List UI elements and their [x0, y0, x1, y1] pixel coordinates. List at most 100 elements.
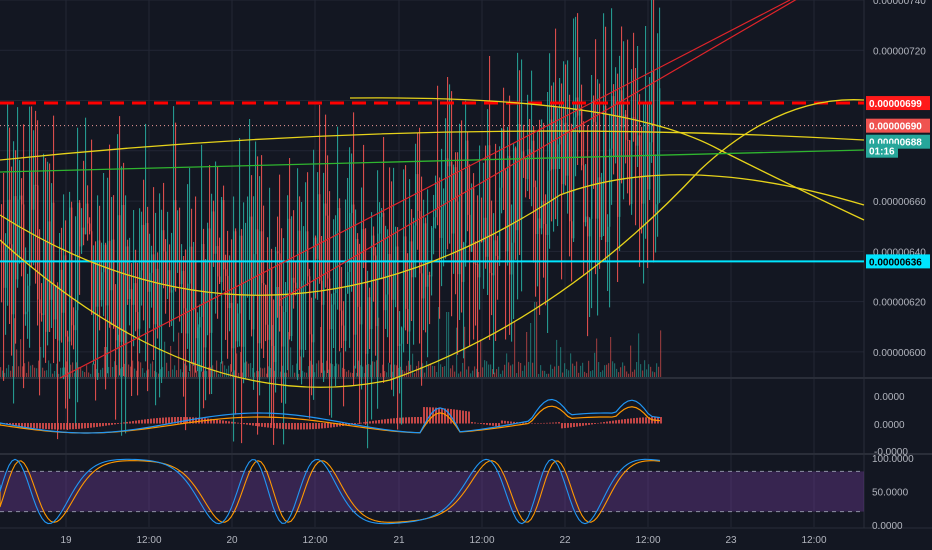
volume-bar	[184, 363, 186, 377]
volume-bar	[316, 363, 318, 377]
volume-bar	[566, 369, 568, 377]
volume-bar	[480, 339, 482, 377]
volume-bar	[560, 347, 562, 377]
macd-histogram-bar	[120, 422, 122, 424]
volume-bar	[466, 369, 468, 377]
candle	[167, 270, 169, 286]
volume-bar	[302, 370, 304, 377]
volume-bar	[402, 369, 404, 377]
candle	[477, 264, 479, 278]
volume-bar	[156, 372, 158, 377]
volume-bar	[340, 352, 342, 377]
macd-histogram-bar	[249, 423, 251, 426]
volume-bar	[600, 371, 602, 377]
price-axis-tick: 0.00000640	[873, 247, 926, 258]
candle	[187, 283, 189, 334]
price-axis-tick: 0.00000740	[873, 0, 926, 7]
volume-bar	[158, 373, 160, 377]
volume-bar	[578, 372, 580, 377]
volume-bar	[424, 372, 426, 377]
macd-histogram-bar	[24, 423, 26, 428]
candle	[103, 244, 105, 273]
candle	[391, 276, 393, 300]
macd-histogram-bar	[276, 423, 278, 429]
macd-histogram-bar	[444, 408, 446, 424]
macd-histogram-bar	[474, 422, 476, 424]
macd-histogram-bar	[510, 421, 512, 424]
macd-histogram-bar	[486, 423, 488, 425]
candle	[655, 204, 657, 213]
candle	[225, 269, 227, 276]
volume-bar	[644, 360, 646, 377]
candle	[159, 284, 161, 327]
volume-bar	[608, 363, 610, 377]
macd-histogram-bar	[144, 419, 146, 424]
volume-bar	[398, 367, 400, 377]
candle	[79, 202, 81, 247]
volume-bar	[250, 363, 252, 377]
volume-bar	[574, 365, 576, 377]
time-axis-tick: 21	[393, 535, 405, 546]
macd-histogram-bar	[420, 417, 422, 424]
candle	[5, 243, 7, 288]
candle	[253, 254, 255, 330]
volume-bar	[490, 364, 492, 377]
macd-histogram-bar	[96, 423, 98, 427]
volume-bar	[200, 366, 202, 377]
candle	[91, 231, 93, 315]
volume-bar	[254, 372, 256, 377]
candle	[323, 203, 325, 305]
macd-histogram-bar	[567, 423, 569, 428]
volume-bar	[62, 367, 64, 377]
candle	[585, 216, 587, 223]
macd-histogram-bar	[12, 423, 14, 426]
volume-bar	[552, 368, 554, 377]
volume-bar	[580, 365, 582, 377]
macd-histogram-bar	[576, 423, 578, 427]
macd-histogram-bar	[630, 418, 632, 424]
volume-bar	[46, 370, 48, 377]
volume-bar	[202, 371, 204, 377]
candle	[199, 316, 201, 328]
macd-histogram-bar	[237, 422, 239, 424]
volume-bar	[266, 373, 268, 377]
volume-bar	[2, 370, 4, 377]
candle	[599, 177, 601, 238]
volume-bar	[104, 347, 106, 377]
price-tag	[866, 143, 898, 158]
candle	[7, 199, 9, 244]
macd-line	[0, 398, 661, 434]
candle	[107, 240, 109, 306]
yellow-arc-upper	[0, 130, 865, 161]
volume-bar	[308, 366, 310, 377]
macd-histogram-bar	[285, 423, 287, 430]
candle	[35, 184, 37, 186]
volume-bar	[264, 367, 266, 377]
volume-bar	[306, 372, 308, 377]
volume-bar	[14, 318, 16, 377]
candle	[195, 261, 197, 339]
candle	[123, 204, 125, 345]
volume-bar	[354, 365, 356, 377]
volume-bar	[74, 372, 76, 377]
volume-bar	[496, 369, 498, 377]
candle	[63, 255, 65, 313]
volume-bar	[304, 372, 306, 377]
volume-bar	[108, 367, 110, 377]
price-axis-tick: 0.00000620	[873, 298, 926, 309]
candle	[607, 226, 609, 243]
candle	[21, 195, 23, 205]
volume-bar	[658, 366, 660, 377]
volume-bar	[564, 363, 566, 377]
volume-bar	[300, 356, 302, 377]
macd-histogram-bar	[72, 423, 74, 430]
candle	[85, 203, 87, 235]
volume-bar	[514, 321, 516, 377]
macd-histogram-bar	[513, 421, 515, 424]
volume-bar	[616, 368, 618, 377]
volume-bar	[520, 362, 522, 377]
candle	[549, 119, 551, 171]
volume-bar	[648, 364, 650, 377]
volume-bar	[284, 372, 286, 377]
